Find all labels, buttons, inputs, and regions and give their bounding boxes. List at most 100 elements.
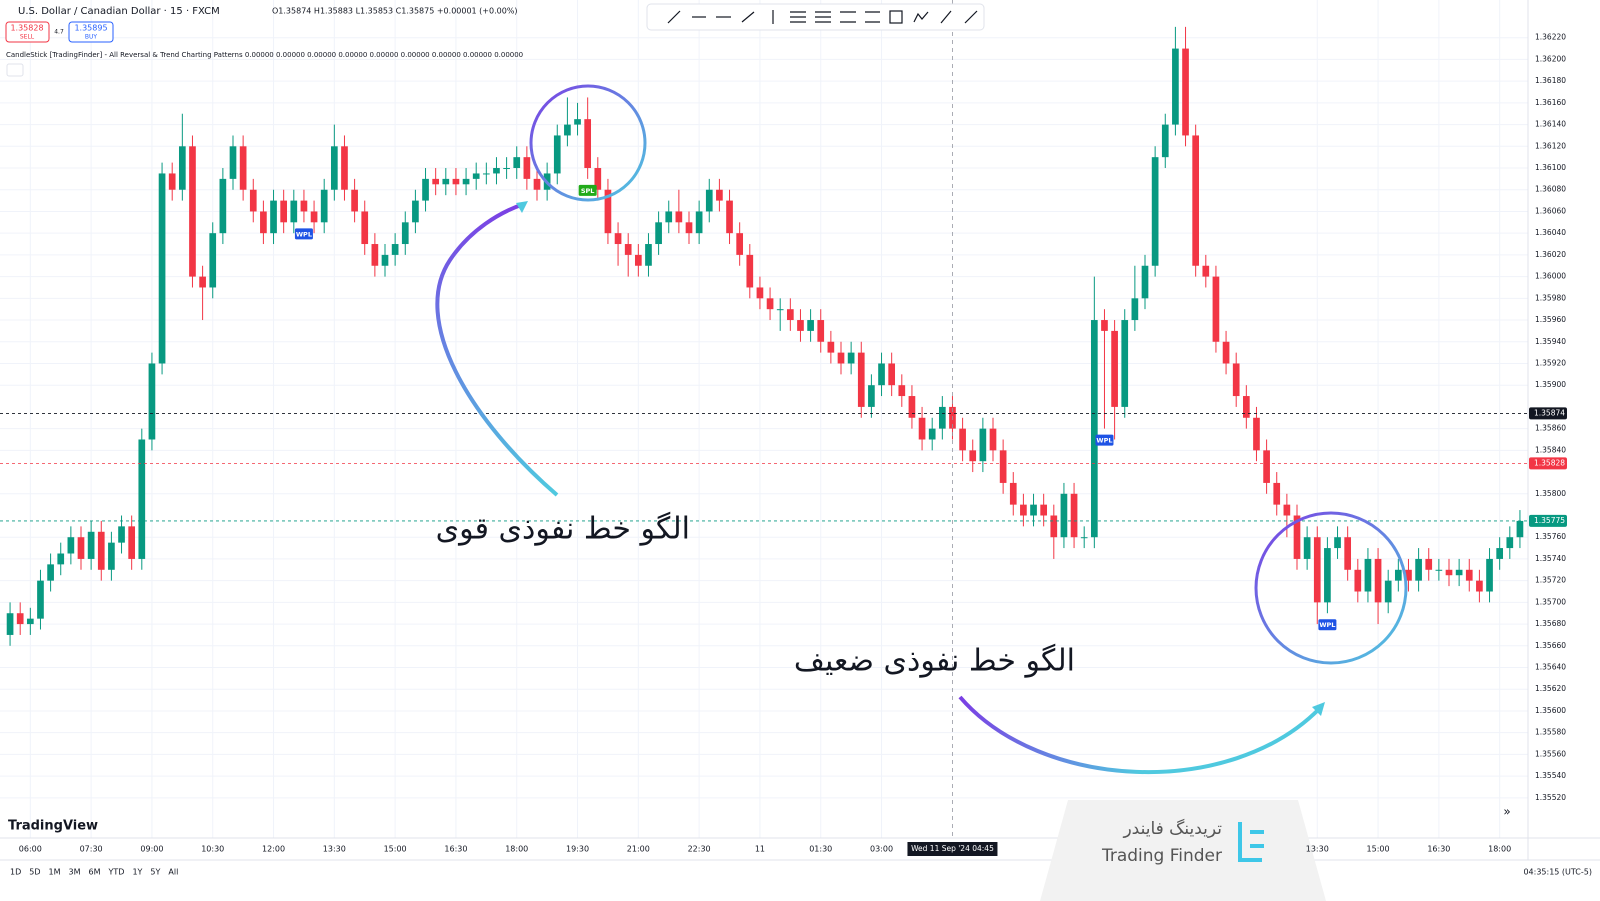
candle-body — [1242, 396, 1250, 418]
period-button[interactable]: 5Y — [150, 868, 160, 877]
y-tick-label: 1.35660 — [1535, 641, 1566, 650]
candle-body — [1486, 558, 1493, 592]
candle-body — [1476, 580, 1483, 592]
candle-body — [564, 124, 571, 136]
candle-body — [1090, 320, 1098, 538]
candle-body — [1425, 558, 1433, 570]
candle-body — [1050, 515, 1058, 538]
period-button[interactable]: 1Y — [132, 868, 142, 877]
candle-body — [412, 200, 419, 223]
period-button[interactable]: 1D — [10, 868, 21, 877]
candle-body — [1435, 569, 1443, 571]
indicator-legend: CandleStick [TradingFinder] - All Revers… — [6, 51, 523, 59]
candle-body — [1141, 265, 1149, 299]
candle-body — [280, 200, 288, 223]
buy-label: BUY — [85, 34, 98, 41]
period-button[interactable]: YTD — [108, 868, 125, 877]
x-tick-label: 13:30 — [323, 845, 346, 854]
y-tick-label: 1.36020 — [1535, 250, 1566, 259]
candle-body — [178, 146, 186, 190]
y-tick-label: 1.35680 — [1535, 619, 1566, 628]
price-badge — [1529, 407, 1567, 420]
candle-body — [716, 189, 723, 201]
sell-label: SELL — [20, 34, 35, 41]
candle-body — [1182, 48, 1189, 136]
candle-body — [1161, 124, 1169, 158]
pattern-badge — [294, 228, 313, 240]
pattern-badge — [1318, 619, 1337, 631]
candle-body — [77, 537, 85, 559]
sell-button[interactable] — [5, 21, 50, 43]
candle-body — [645, 244, 652, 266]
x-tick-label: 16:30 — [1427, 845, 1450, 854]
candle-body — [1506, 537, 1514, 549]
x-tick-label: 12:00 — [262, 845, 285, 854]
candle-body — [330, 146, 338, 190]
watermark: تریدینگ فایندر — [1122, 818, 1222, 839]
candle-body — [979, 428, 987, 462]
candle-body — [361, 211, 369, 245]
candle-body — [827, 341, 835, 353]
candle-body — [189, 146, 196, 277]
candle-body — [47, 564, 54, 581]
y-tick-label: 1.35720 — [1535, 576, 1566, 585]
arrow-head — [516, 201, 528, 213]
y-tick-label: 1.35840 — [1535, 445, 1566, 454]
pattern-badge — [578, 184, 597, 196]
y-tick-label: 1.36040 — [1535, 228, 1566, 237]
y-tick-label: 1.35980 — [1535, 293, 1566, 302]
candle-body — [1394, 569, 1402, 581]
x-tick-label: 06:00 — [19, 845, 42, 854]
y-tick-label: 1.36080 — [1535, 185, 1566, 194]
price-badge-label: 1.35775 — [1534, 516, 1565, 525]
candle-body — [1334, 537, 1341, 549]
candle-body — [1283, 504, 1291, 516]
y-tick-label: 1.35960 — [1535, 315, 1566, 324]
y-tick-label: 1.35760 — [1535, 532, 1566, 541]
y-tick-label: 1.35740 — [1535, 554, 1566, 563]
x-tick-label: 09:00 — [140, 845, 163, 854]
period-button[interactable]: All — [168, 868, 178, 877]
period-button[interactable]: 6M — [89, 868, 101, 877]
candle-body — [817, 320, 825, 342]
x-tick-label: 01:30 — [809, 845, 832, 854]
candle-body — [959, 428, 966, 451]
pattern-label: SPL — [581, 187, 595, 195]
y-tick-label: 1.35580 — [1535, 728, 1566, 737]
period-button[interactable]: 1M — [49, 868, 61, 877]
candle-body — [847, 352, 855, 364]
candle-body — [16, 613, 24, 625]
candle-body — [462, 178, 470, 185]
grid — [0, 0, 1528, 838]
highlight-circle — [1254, 511, 1408, 665]
spread: 4.7 — [54, 29, 64, 36]
scroll-button[interactable]: » — [1503, 805, 1510, 819]
buy-button[interactable] — [68, 21, 114, 43]
candle-body — [1344, 537, 1352, 570]
annotation: الگو خط نفوذی ضعیف — [794, 644, 1075, 679]
period-button[interactable]: 3M — [69, 868, 81, 877]
candle-body — [705, 189, 713, 212]
candle-body — [624, 244, 632, 255]
candle-body — [1516, 520, 1524, 538]
y-tick-label: 1.35540 — [1535, 771, 1566, 780]
candle-body — [300, 200, 308, 212]
candle-body — [614, 233, 622, 245]
candle-body — [422, 178, 429, 201]
collapse-button[interactable] — [6, 63, 24, 77]
candle-body — [290, 200, 298, 223]
x-tick-label: 22:30 — [688, 845, 711, 854]
candle-body — [260, 211, 267, 234]
candle-body — [482, 173, 490, 175]
arrow — [958, 695, 1322, 775]
pattern-label: WPL — [296, 230, 312, 238]
period-button[interactable]: 5D — [29, 868, 40, 877]
y-tick-label: 1.36140 — [1535, 120, 1566, 129]
candle-body — [1121, 320, 1129, 407]
candle-body — [513, 157, 521, 169]
highlight-circle — [529, 84, 647, 202]
candle-body — [67, 537, 75, 554]
y-tick-label: 1.36180 — [1535, 76, 1566, 85]
y-tick-label: 1.36200 — [1535, 54, 1566, 63]
candle-body — [1070, 493, 1078, 538]
